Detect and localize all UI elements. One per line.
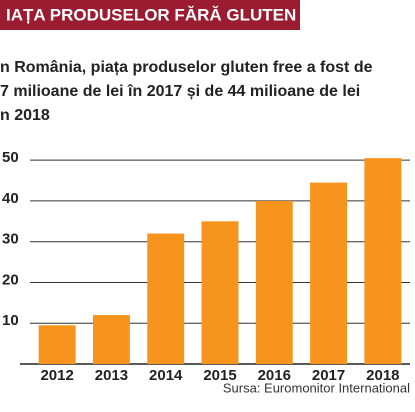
title-banner <box>0 0 300 30</box>
bar <box>310 182 348 364</box>
x-tick-label: 2016 <box>258 367 291 384</box>
bar <box>92 315 130 364</box>
x-tick-label: 2013 <box>95 367 128 384</box>
subtitle: n 2018 <box>0 107 50 124</box>
bar <box>255 200 293 364</box>
bar <box>364 158 402 364</box>
bar <box>38 325 76 364</box>
x-tick-label: 2014 <box>149 367 183 384</box>
y-tick-label: 20 <box>2 271 19 288</box>
x-tick-label: 2018 <box>366 367 399 384</box>
source: Sursa: Euromonitor International <box>223 380 410 395</box>
bar <box>147 233 185 364</box>
y-tick-label: 30 <box>2 231 19 248</box>
bar <box>201 221 239 364</box>
x-tick-label: 2017 <box>312 367 345 384</box>
y-tick-label: 10 <box>2 312 19 329</box>
subtitle: 7 milioane de lei în 2017 și de 44 milio… <box>0 83 360 100</box>
y-tick-label: 40 <box>2 190 19 207</box>
x-tick-label: 2012 <box>40 367 73 384</box>
y-tick-label: 50 <box>2 149 19 166</box>
chart-title: IAȚA PRODUSELOR FĂRĂ GLUTEN <box>6 5 296 24</box>
x-tick-label: 2015 <box>203 367 236 384</box>
subtitle: n România, piața produselor gluten free … <box>0 59 373 76</box>
